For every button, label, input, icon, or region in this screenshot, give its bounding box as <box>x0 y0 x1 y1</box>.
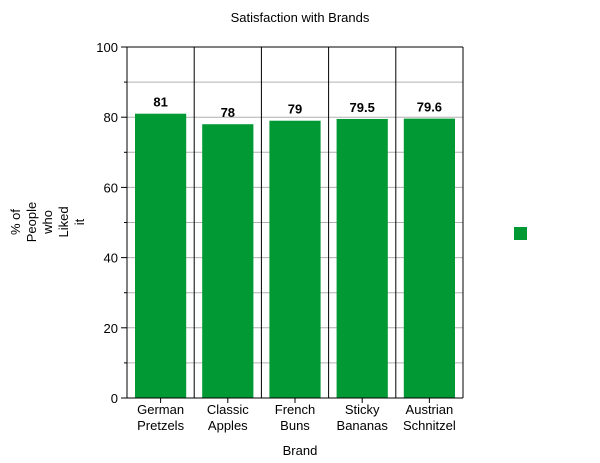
legend-swatch <box>514 227 527 240</box>
x-tick-label: Classic <box>207 402 249 417</box>
y-tick-label: 40 <box>104 251 118 266</box>
x-tick-label: Pretzels <box>137 418 184 433</box>
x-tick-label: Bananas <box>337 418 389 433</box>
x-tick-label: French <box>275 402 315 417</box>
x-tick-label: Schnitzel <box>403 418 456 433</box>
bar <box>135 113 187 398</box>
y-tick-label: 20 <box>104 321 118 336</box>
y-tick-label: 0 <box>111 391 118 406</box>
y-axis-label-line: % of <box>8 209 23 235</box>
bars: 81 78 79 79.5 79.6 <box>135 95 455 399</box>
bar <box>269 120 321 399</box>
x-tick-label: Apples <box>208 418 248 433</box>
data-label: 78 <box>221 105 235 120</box>
bar <box>202 124 254 398</box>
bar <box>403 118 455 398</box>
chart-title: Satisfaction with Brands <box>231 10 370 25</box>
data-label: 79.6 <box>417 100 442 115</box>
y-axis-label-line: it <box>72 218 87 225</box>
x-tick-label: German <box>137 402 184 417</box>
y-axis-label-text: % of People who Liked it <box>8 202 87 242</box>
y-tick-label: 60 <box>104 180 118 195</box>
x-tick-label: Sticky <box>345 402 380 417</box>
y-tick-label: 80 <box>104 110 118 125</box>
bar <box>336 118 388 398</box>
x-tick-label: Buns <box>280 418 310 433</box>
data-label: 79 <box>288 102 302 117</box>
y-axis-ticks: 0 20 40 60 80 100 <box>96 40 127 406</box>
y-axis-label-line: People <box>24 202 39 242</box>
y-tick-label: 100 <box>96 40 118 55</box>
data-label: 79.5 <box>350 100 375 115</box>
data-label: 81 <box>153 95 167 110</box>
y-axis-label-line: who <box>40 210 55 235</box>
y-axis-label: % of People who Liked it <box>8 202 87 242</box>
y-axis-label-line: Liked <box>56 206 71 237</box>
x-axis-label: Brand <box>283 443 318 458</box>
x-tick-label: Austrian <box>406 402 454 417</box>
